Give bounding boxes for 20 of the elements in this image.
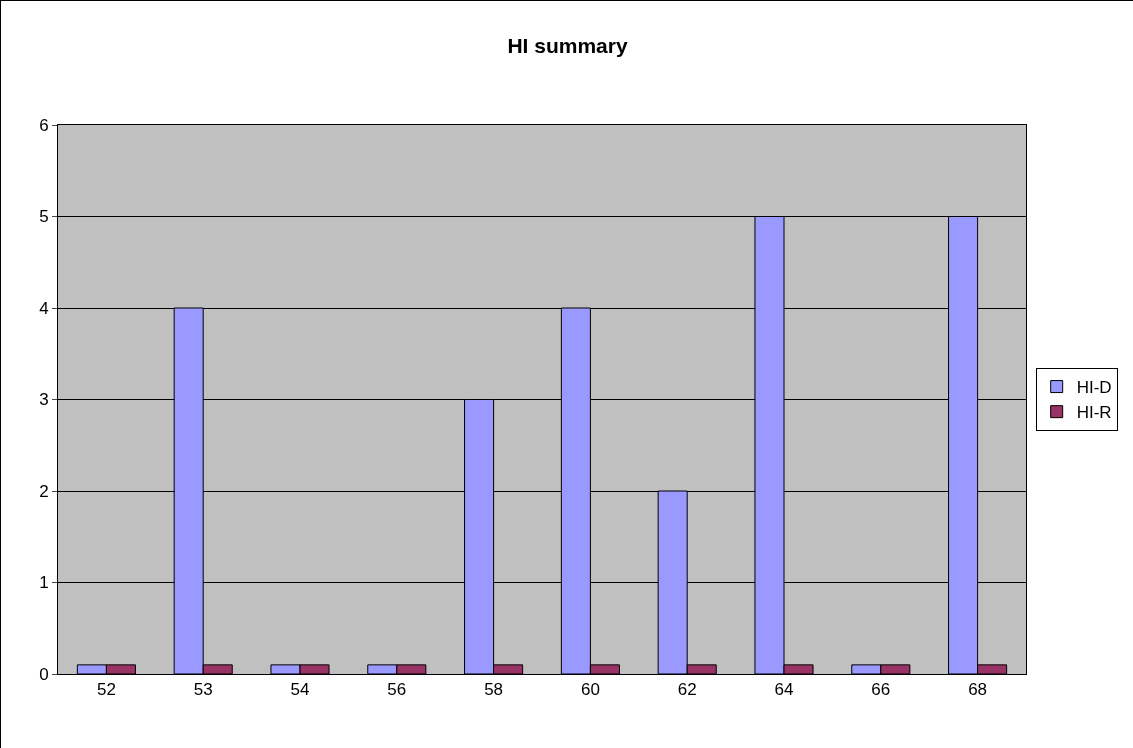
y-tick-label: 2 — [39, 481, 49, 501]
x-tick-label: 62 — [677, 680, 697, 700]
chart-title: HI summary — [507, 34, 628, 58]
y-tick-label: 6 — [39, 115, 49, 135]
legend-label: HI-D — [1076, 378, 1112, 398]
x-tick-label: 52 — [96, 680, 116, 700]
y-tick-label: 1 — [39, 573, 49, 593]
y-tick-label: 0 — [39, 664, 49, 684]
x-tick-label: 68 — [968, 680, 988, 700]
x-tick-label: 58 — [484, 680, 504, 700]
y-tick-label: 4 — [39, 298, 49, 318]
x-tick-label: 66 — [871, 680, 891, 700]
y-tick-label: 5 — [39, 207, 49, 227]
x-tick-label: 53 — [193, 680, 213, 700]
x-tick-label: 56 — [387, 680, 407, 700]
legend-label: HI-R — [1076, 403, 1112, 423]
x-tick-label: 60 — [580, 680, 600, 700]
x-tick-label: 54 — [290, 680, 310, 700]
y-tick-label: 3 — [39, 390, 49, 410]
x-tick-label: 64 — [774, 680, 794, 700]
